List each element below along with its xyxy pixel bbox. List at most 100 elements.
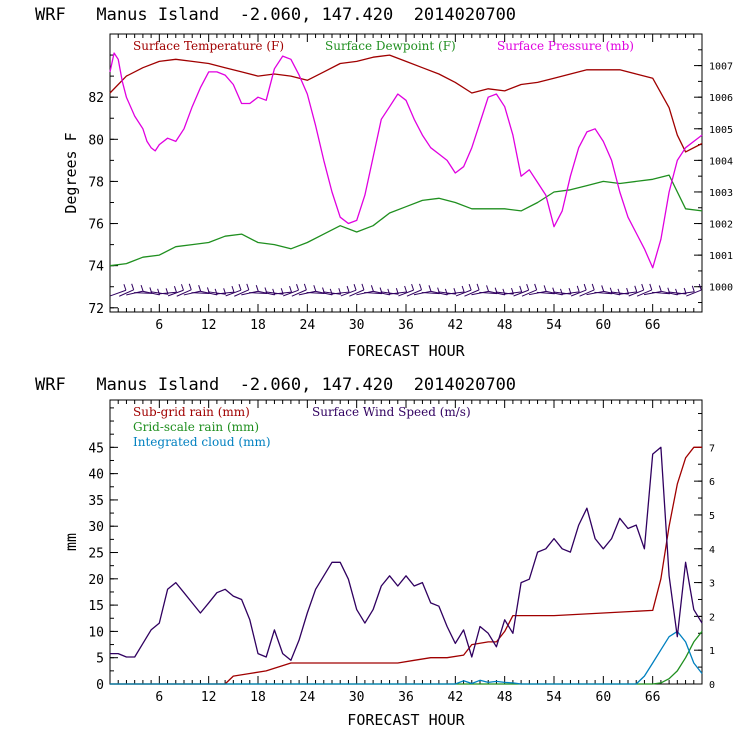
wind-barb-flag <box>180 284 184 291</box>
wind-barb-shaft <box>636 289 652 297</box>
wind-barb-flag <box>198 285 202 292</box>
panel2-ylabel: mm <box>62 533 80 551</box>
wind-barb-flag <box>476 283 480 291</box>
x-tick-label: 30 <box>349 690 365 705</box>
wind-barb-shaft <box>579 289 595 297</box>
series-surface-dewpoint-f <box>109 174 703 267</box>
panel1-legend: Surface Temperature (F) Surface Dewpoint… <box>133 39 634 53</box>
wind-barb-flag <box>188 283 192 291</box>
y2-tick-label: 1004 <box>709 156 733 167</box>
wind-barb-flag <box>461 285 465 293</box>
wind-barb-flag <box>601 285 605 292</box>
wind-barb-flag <box>634 285 638 292</box>
wind-barb-shaft <box>619 291 637 295</box>
wind-barb-flag <box>379 287 383 294</box>
x-tick-label: 18 <box>250 690 266 705</box>
wind-barb-shaft <box>413 290 432 296</box>
panel2-legend: Sub-grid rain (mm) Grid-scale rain (mm) … <box>133 405 471 449</box>
panel1-title: WRF Manus Island -2.060, 147.420 2014020… <box>35 5 516 25</box>
wind-barb-flag <box>419 283 422 291</box>
wind-barb-shaft <box>676 291 695 295</box>
wind-barb-shaft <box>142 290 160 296</box>
x-tick-label: 24 <box>300 690 316 705</box>
wind-barb-shaft <box>200 290 218 296</box>
y2-tick-label: 1006 <box>709 93 733 104</box>
wind-barb-shaft <box>283 289 299 297</box>
y2-tick-label: 3 <box>709 579 715 590</box>
y2-tick-label: 4 <box>709 545 715 556</box>
x-tick-label: 18 <box>250 318 266 333</box>
wind-barb-shaft <box>265 291 284 295</box>
wind-barb-flag <box>698 283 702 291</box>
x-tick-label: 12 <box>201 318 217 333</box>
x-tick-label: 12 <box>201 690 217 705</box>
wind-barb-flag <box>289 285 293 293</box>
wind-barb-shaft <box>602 290 621 296</box>
wind-barb-shaft <box>406 289 422 297</box>
wind-barb-flag <box>658 285 662 292</box>
y-tick-label: 20 <box>88 573 104 588</box>
x-tick-label: 66 <box>645 690 661 705</box>
wind-barb-flag <box>303 283 307 291</box>
legend-surface-temperature: Surface Temperature (F) <box>133 39 284 53</box>
wind-barb-shaft <box>306 292 325 295</box>
wind-barb-flag <box>353 284 357 291</box>
wind-barb-shaft <box>225 289 242 297</box>
wind-barb-shaft <box>372 290 390 296</box>
panel1-x-ticks: 6 12 18 24 30 36 42 48 54 60 66 <box>117 34 695 333</box>
wind-barb-flag <box>313 285 317 292</box>
wind-barb-flag <box>361 283 365 291</box>
wind-barb-flag <box>543 285 547 292</box>
wind-barb-shaft <box>176 289 192 297</box>
wind-barb-shaft <box>430 290 448 296</box>
wind-barb-shaft <box>487 290 506 296</box>
wind-barb-shaft <box>158 291 177 295</box>
wind-barb-shaft <box>446 291 465 295</box>
wind-barb-flag <box>404 285 408 293</box>
legend-surface-dewpoint: Surface Dewpoint (F) <box>325 39 456 53</box>
wind-barb-shaft <box>504 291 522 295</box>
panel2-xlabel: FORECAST HOUR <box>347 711 465 729</box>
wind-barb-flag <box>149 287 153 294</box>
wind-barb-shaft <box>249 292 267 295</box>
wind-barb-shaft <box>349 289 365 297</box>
y-tick-label: 45 <box>88 441 104 456</box>
x-tick-label: 60 <box>596 690 612 705</box>
legend-surface-wind-speed: Surface Wind Speed (m/s) <box>312 405 471 419</box>
wind-barb-shaft <box>545 290 563 296</box>
y-tick-label: 25 <box>88 547 104 562</box>
wind-barb-flag <box>255 285 259 292</box>
y2-tick-label: 2 <box>709 612 715 623</box>
wind-barb-flag <box>428 285 432 292</box>
wind-barb-shaft <box>315 290 333 296</box>
x-tick-label: 54 <box>546 690 562 705</box>
wind-barb-shaft <box>536 291 555 295</box>
y-tick-label: 15 <box>88 599 104 614</box>
wind-barb-shaft <box>208 291 226 295</box>
x-tick-label: 6 <box>155 318 163 333</box>
y-tick-label: 0 <box>96 678 104 693</box>
wind-barb-shaft <box>570 289 587 297</box>
series-sub-grid-rain-mm <box>110 446 702 685</box>
x-tick-label: 60 <box>596 318 612 333</box>
wind-barb-flag <box>583 283 587 291</box>
wind-barb-shaft <box>528 290 547 296</box>
wind-barb-shaft <box>257 290 275 296</box>
legend-integrated-cloud: Integrated cloud (mm) <box>133 435 271 449</box>
wind-barb-flag <box>123 284 127 291</box>
wind-barb-flag <box>246 283 250 291</box>
x-tick-label: 36 <box>398 318 414 333</box>
wind-barb-flag <box>296 284 300 291</box>
wind-barb-flag <box>346 285 350 293</box>
y-tick-label: 10 <box>88 625 104 640</box>
x-tick-label: 24 <box>300 318 316 333</box>
wind-barb-shaft <box>660 290 678 296</box>
y-tick-label: 30 <box>88 520 104 535</box>
wind-barb-flag <box>264 287 268 294</box>
panel1-frame <box>109 33 703 313</box>
wind-barb-shaft <box>331 291 350 295</box>
x-tick-label: 54 <box>546 318 562 333</box>
wind-barb-flag <box>370 285 374 292</box>
y2-tick-label: 0 <box>709 680 715 691</box>
